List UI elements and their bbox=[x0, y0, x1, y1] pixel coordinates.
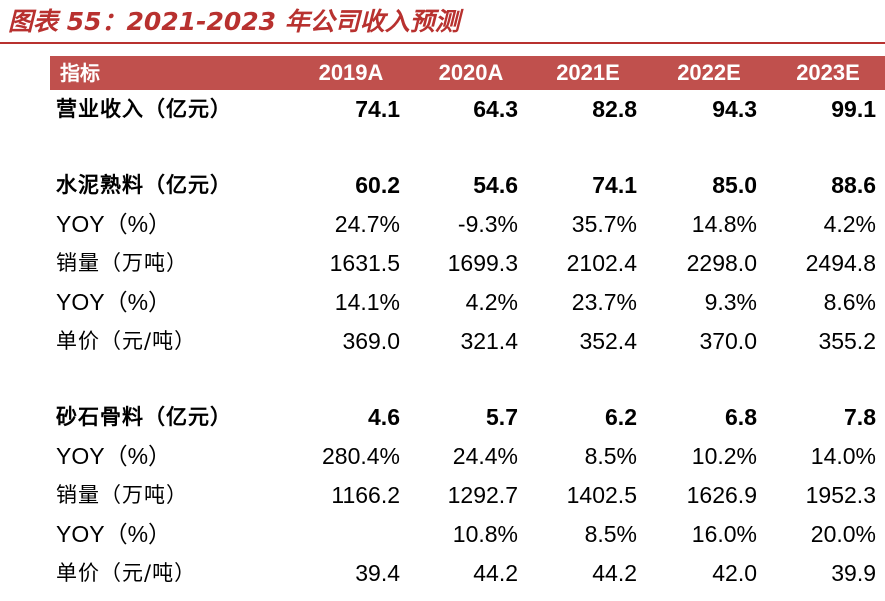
row-label: YOY（%） bbox=[56, 521, 172, 547]
header-year: 2019A bbox=[318, 60, 384, 85]
cell-value: 14.8% bbox=[691, 211, 757, 237]
row-label: 销量（万吨） bbox=[56, 251, 188, 275]
header-year: 2020A bbox=[438, 60, 504, 85]
cell-value: 39.4 bbox=[355, 560, 400, 586]
table-row: 销量（万吨） 1166.2 1292.7 1402.5 1626.9 1952.… bbox=[50, 476, 885, 515]
table-row: 销量（万吨） 1631.5 1699.3 2102.4 2298.0 2494.… bbox=[50, 244, 885, 283]
cell-value: 39.9 bbox=[831, 560, 876, 586]
row-label: 单价（元/吨） bbox=[56, 561, 197, 585]
cell-value: 85.0 bbox=[712, 172, 757, 198]
cell-value: 54.6 bbox=[473, 172, 518, 198]
cell-value: 14.1% bbox=[334, 289, 400, 315]
cell-value: 1402.5 bbox=[566, 482, 637, 508]
cell-value: 1292.7 bbox=[447, 482, 518, 508]
table-row: YOY（%） 280.4% 24.4% 8.5% 10.2% 14.0% bbox=[50, 437, 885, 476]
cell-value: 6.8 bbox=[725, 404, 757, 430]
cell-value: 355.2 bbox=[818, 328, 876, 354]
cell-value: 4.2% bbox=[465, 289, 518, 315]
header-year: 2023E bbox=[796, 60, 860, 85]
cell-value: 88.6 bbox=[831, 172, 876, 198]
cell-value: 99.1 bbox=[831, 96, 876, 122]
row-label: YOY（%） bbox=[56, 289, 172, 315]
cell-value: 4.6 bbox=[368, 404, 400, 430]
cell-value: 9.3% bbox=[704, 289, 757, 315]
table-row: 单价（元/吨） 39.4 44.2 44.2 42.0 39.9 bbox=[50, 554, 885, 593]
cell-value: 14.0% bbox=[810, 443, 876, 469]
cell-value: 10.2% bbox=[691, 443, 757, 469]
cell-value: 1166.2 bbox=[331, 482, 400, 508]
table-row: 单价（元/吨） 369.0 321.4 352.4 370.0 355.2 bbox=[50, 322, 885, 361]
cell-value: 8.6% bbox=[823, 289, 876, 315]
row-spacer bbox=[50, 361, 885, 398]
cell-value: 60.2 bbox=[355, 172, 400, 198]
cell-value: 1626.9 bbox=[686, 482, 757, 508]
table-row: YOY（%） 14.1% 4.2% 23.7% 9.3% 8.6% bbox=[50, 283, 885, 322]
table-row-aggregate: 砂石骨料（亿元） 4.6 5.7 6.2 6.8 7.8 bbox=[50, 398, 885, 437]
cell-value: 8.5% bbox=[584, 521, 637, 547]
row-spacer bbox=[50, 129, 885, 166]
table-row: YOY（%） 24.7% -9.3% 35.7% 14.8% 4.2% bbox=[50, 205, 885, 244]
table-row: YOY（%） 10.8% 8.5% 16.0% 20.0% bbox=[50, 515, 885, 554]
table-row-revenue: 营业收入（亿元） 74.1 64.3 82.8 94.3 99.1 bbox=[50, 90, 885, 129]
cell-value: 35.7% bbox=[571, 211, 637, 237]
cell-value: 44.2 bbox=[473, 560, 518, 586]
cell-value: 44.2 bbox=[592, 560, 637, 586]
cell-value: -9.3% bbox=[457, 211, 518, 237]
title-rule bbox=[0, 42, 885, 44]
cell-value: 82.8 bbox=[592, 96, 637, 122]
forecast-table: 指标 2019A 2020A 2021E 2022E 2023E 营业收入（亿元… bbox=[50, 56, 885, 593]
cell-value: 42.0 bbox=[712, 560, 757, 586]
cell-value: 1952.3 bbox=[805, 482, 876, 508]
cell-value: 24.7% bbox=[334, 211, 400, 237]
cell-value: 2298.0 bbox=[686, 250, 757, 276]
cell-value: 8.5% bbox=[584, 443, 637, 469]
table-header: 指标 2019A 2020A 2021E 2022E 2023E bbox=[50, 56, 885, 90]
row-label: YOY（%） bbox=[56, 443, 172, 469]
cell-value: 352.4 bbox=[579, 328, 637, 354]
cell-value: 23.7% bbox=[571, 289, 637, 315]
cell-value: 64.3 bbox=[473, 96, 518, 122]
cell-value: 94.3 bbox=[712, 96, 757, 122]
cell-value: 2102.4 bbox=[566, 250, 637, 276]
cell-value: 5.7 bbox=[486, 404, 518, 430]
chart-title: 图表 55：2021-2023 年公司收入预测 bbox=[8, 7, 460, 36]
cell-value: 74.1 bbox=[355, 96, 400, 122]
cell-value: 370.0 bbox=[699, 328, 757, 354]
row-label: 单价（元/吨） bbox=[56, 329, 197, 353]
cell-value: 1631.5 bbox=[329, 250, 400, 276]
row-label: 砂石骨料（亿元） bbox=[56, 405, 232, 429]
row-label: 销量（万吨） bbox=[56, 483, 188, 507]
row-label: YOY（%） bbox=[56, 211, 172, 237]
cell-value: 1699.3 bbox=[447, 250, 518, 276]
row-label: 营业收入（亿元） bbox=[56, 97, 232, 121]
cell-value: 280.4% bbox=[321, 443, 400, 469]
cell-value: 74.1 bbox=[592, 172, 637, 198]
cell-value: 24.4% bbox=[452, 443, 518, 469]
cell-value: 2494.8 bbox=[805, 250, 876, 276]
cell-value: 4.2% bbox=[823, 211, 876, 237]
cell-value: 6.2 bbox=[605, 404, 637, 430]
row-label: 水泥熟料（亿元） bbox=[56, 173, 232, 197]
cell-value: 369.0 bbox=[342, 328, 400, 354]
header-label: 指标 bbox=[60, 61, 100, 85]
table-row-cement: 水泥熟料（亿元） 60.2 54.6 74.1 85.0 88.6 bbox=[50, 166, 885, 205]
header-year: 2022E bbox=[677, 60, 741, 85]
header-year: 2021E bbox=[556, 60, 620, 85]
cell-value: 7.8 bbox=[844, 404, 876, 430]
cell-value: 16.0% bbox=[691, 521, 757, 547]
cell-value: 321.4 bbox=[460, 328, 518, 354]
cell-value: 10.8% bbox=[452, 521, 518, 547]
cell-value: 20.0% bbox=[810, 521, 876, 547]
